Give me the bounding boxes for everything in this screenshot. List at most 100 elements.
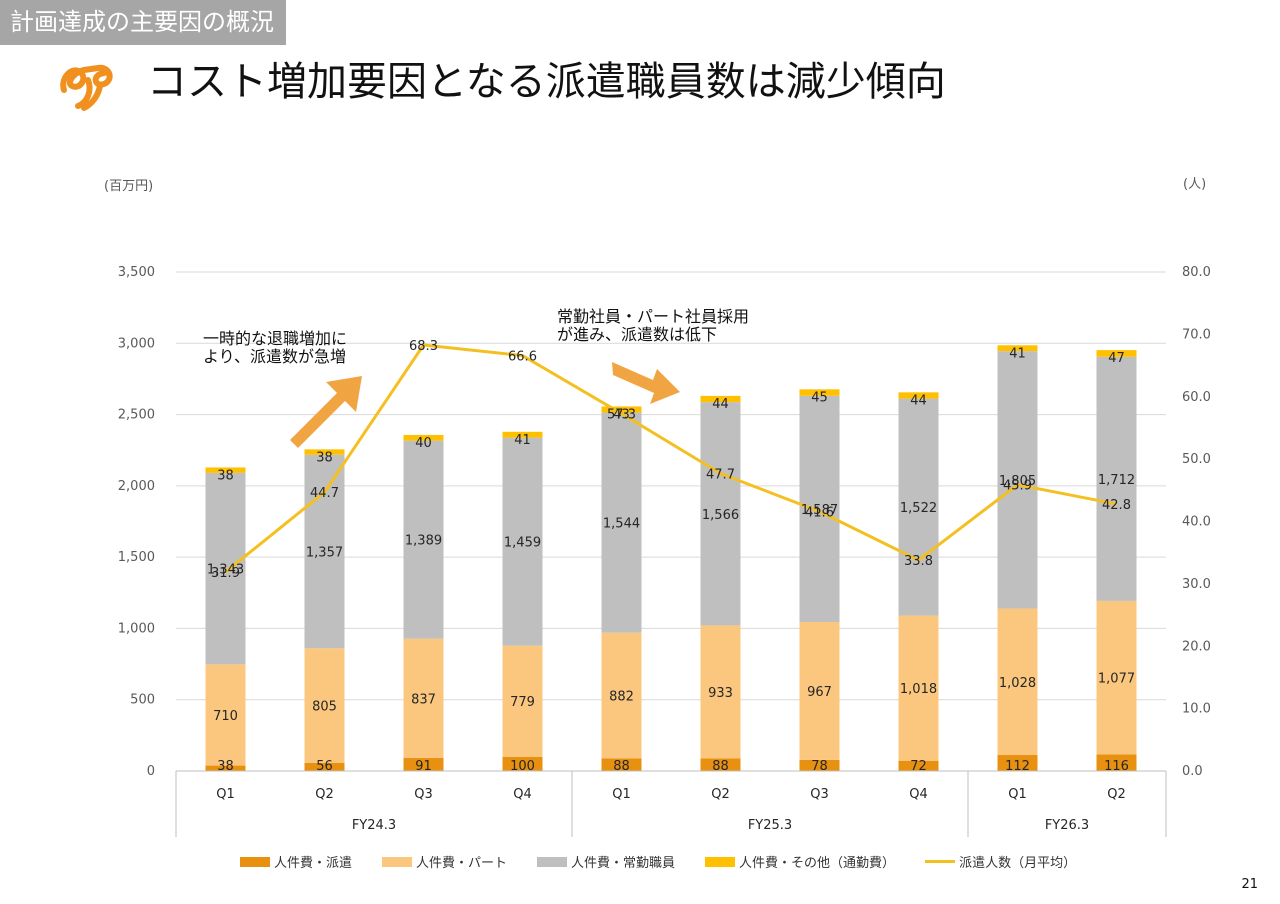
y-right-tick-label: 10.0 bbox=[1182, 702, 1211, 717]
label-line-point: 33.8 bbox=[904, 554, 933, 569]
bar-joukin bbox=[1096, 356, 1137, 601]
callout-left-text: 一時的な退職増加に より、派遣数が急増 bbox=[203, 329, 348, 366]
bar-part bbox=[304, 648, 345, 764]
label-other: 41 bbox=[514, 433, 531, 448]
bar-haken bbox=[997, 755, 1038, 771]
label-joukin: 1,587 bbox=[801, 503, 838, 518]
label-other: 47 bbox=[1108, 351, 1125, 366]
x-tick-label: Q4 bbox=[909, 787, 928, 802]
y-right-tick-label: 20.0 bbox=[1182, 639, 1211, 654]
y-left-tick-label: 500 bbox=[130, 693, 155, 708]
label-joukin: 1,389 bbox=[405, 534, 442, 549]
x-tick-label: Q3 bbox=[414, 787, 433, 802]
label-line-point: 45.9 bbox=[1003, 479, 1032, 494]
label-line-point: 57.3 bbox=[607, 408, 636, 423]
bar-part bbox=[205, 664, 246, 766]
label-line-point: 42.8 bbox=[1102, 498, 1131, 513]
y-right-tick-label: 60.0 bbox=[1182, 390, 1211, 405]
label-other: 45 bbox=[811, 390, 828, 405]
legend-item-line: 派遣人数（月平均） bbox=[925, 852, 1076, 871]
legend-item-joukin: 人件費・常勤職員 bbox=[537, 852, 675, 871]
label-other: 41 bbox=[1009, 346, 1026, 361]
legend-label-haken: 人件費・派遣 bbox=[274, 856, 353, 871]
label-part: 805 bbox=[312, 700, 337, 715]
label-part: 933 bbox=[708, 686, 733, 701]
line-haken-count bbox=[224, 343, 1117, 574]
legend-swatch-joukin bbox=[537, 856, 568, 867]
label-joukin: 1,544 bbox=[603, 517, 640, 532]
label-joukin: 1,343 bbox=[207, 563, 244, 578]
label-other: 43 bbox=[613, 407, 630, 422]
bar-part bbox=[403, 638, 444, 759]
bar-part bbox=[601, 632, 642, 759]
bar-other bbox=[502, 431, 543, 438]
bar-joukin bbox=[205, 472, 246, 665]
label-part: 1,018 bbox=[900, 682, 937, 697]
bar-haken bbox=[205, 765, 246, 771]
x-group-label: FY24.3 bbox=[352, 818, 396, 833]
bar-other bbox=[403, 434, 444, 441]
label-part: 837 bbox=[411, 692, 436, 707]
label-haken: 88 bbox=[712, 759, 729, 774]
y-left-tick-label: 0 bbox=[147, 764, 155, 779]
x-tick-label: Q1 bbox=[1008, 787, 1027, 802]
x-group-label: FY26.3 bbox=[1045, 818, 1089, 833]
label-part: 779 bbox=[510, 695, 535, 710]
bar-haken bbox=[700, 758, 741, 771]
x-tick-label: Q1 bbox=[216, 787, 235, 802]
bar-other bbox=[700, 395, 741, 403]
label-part: 882 bbox=[609, 690, 634, 705]
legend-label-joukin: 人件費・常勤職員 bbox=[571, 856, 676, 871]
bar-joukin bbox=[799, 395, 840, 623]
bar-other bbox=[1096, 350, 1137, 357]
label-other: 40 bbox=[415, 436, 432, 451]
x-tick-label: Q4 bbox=[513, 787, 532, 802]
label-haken: 100 bbox=[510, 759, 535, 774]
legend-label-line: 派遣人数（月平均） bbox=[959, 856, 1077, 871]
x-tick-label: Q2 bbox=[315, 787, 334, 802]
y-left-tick-label: 2,000 bbox=[118, 479, 155, 494]
bar-haken bbox=[1096, 754, 1137, 771]
label-part: 1,028 bbox=[999, 676, 1036, 691]
legend-item-part: 人件費・パート bbox=[382, 852, 507, 871]
callout-right-arrow-icon bbox=[612, 362, 680, 404]
bar-other bbox=[898, 392, 939, 399]
label-line-point: 44.7 bbox=[310, 486, 339, 501]
bar-part bbox=[502, 645, 543, 757]
y-left-unit-label: (百万円) bbox=[104, 179, 153, 194]
label-haken: 72 bbox=[910, 759, 927, 774]
page-title: コスト増加要因となる派遣職員数は減少傾向 bbox=[147, 59, 946, 105]
callout-right-text: 常勤社員・パート社員採用 が進み、派遣数は低下 bbox=[557, 307, 750, 344]
x-tick-label: Q2 bbox=[1107, 787, 1126, 802]
bar-haken bbox=[502, 756, 543, 771]
y-right-tick-label: 30.0 bbox=[1182, 577, 1211, 592]
y-right-tick-label: 50.0 bbox=[1182, 452, 1211, 467]
x-tick-label: Q1 bbox=[612, 787, 631, 802]
label-joukin: 1,712 bbox=[1098, 473, 1135, 488]
bar-other bbox=[601, 406, 642, 413]
bar-joukin bbox=[898, 398, 939, 616]
y-right-unit-label: (人) bbox=[1183, 177, 1206, 192]
label-joukin: 1,805 bbox=[999, 474, 1036, 489]
bar-joukin bbox=[997, 351, 1038, 609]
label-joukin: 1,566 bbox=[702, 508, 739, 523]
y-left-tick-label: 3,500 bbox=[118, 265, 155, 280]
y-left-tick-label: 1,500 bbox=[118, 550, 155, 565]
legend-label-part: 人件費・パート bbox=[416, 856, 508, 871]
label-line-point: 41.6 bbox=[805, 506, 834, 521]
bar-other bbox=[997, 345, 1038, 352]
y-left-tick-label: 3,000 bbox=[118, 336, 155, 351]
y-left-tick-label: 1,000 bbox=[118, 621, 155, 636]
legend-label-other: 人件費・その他（通勤費） bbox=[739, 856, 896, 871]
y-right-tick-label: 70.0 bbox=[1182, 327, 1211, 342]
callout-left-arrow-icon bbox=[290, 376, 362, 448]
bar-haken bbox=[304, 763, 345, 771]
y-right-tick-label: 80.0 bbox=[1182, 265, 1211, 280]
y-right-tick-label: 0.0 bbox=[1182, 764, 1203, 779]
label-line-point: 66.6 bbox=[508, 350, 537, 365]
y-left-tick-label: 2,500 bbox=[118, 408, 155, 423]
bar-haken bbox=[898, 760, 939, 771]
legend-swatch-other bbox=[705, 856, 736, 867]
section-tag: 計画達成の主要因の概況 bbox=[0, 0, 286, 45]
bar-haken bbox=[403, 758, 444, 771]
